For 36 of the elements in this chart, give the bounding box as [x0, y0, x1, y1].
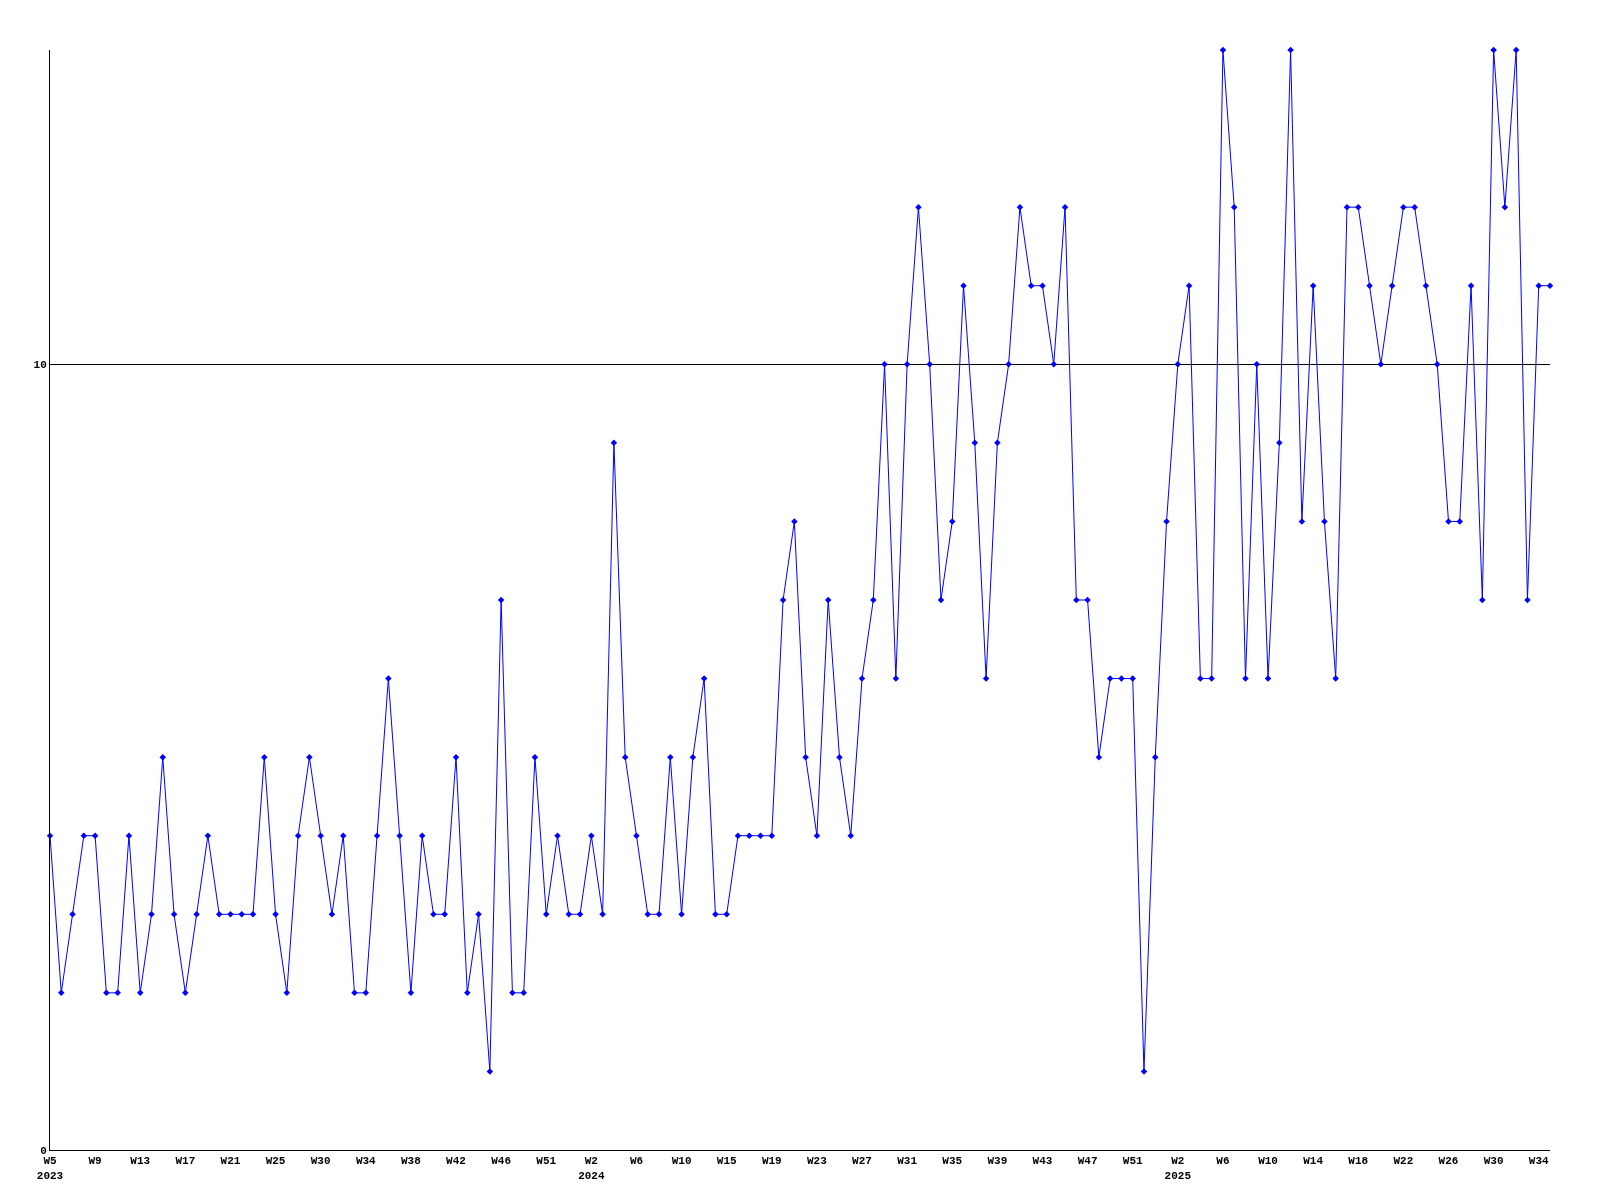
x-tick-label: W6	[1216, 1155, 1230, 1168]
x-tick-label: W39	[987, 1155, 1008, 1168]
x-tick-label: W10	[1258, 1155, 1278, 1168]
x-tick-label: W6	[629, 1155, 644, 1168]
x-tick-label: W42	[446, 1155, 466, 1168]
x-tick-label: W34	[355, 1155, 377, 1168]
x-tick-label: W51	[536, 1155, 557, 1168]
x-tick-label: W43	[1032, 1155, 1053, 1168]
x-tick-label: W47	[1077, 1155, 1098, 1168]
x-tick-label: W2 2025	[1164, 1155, 1192, 1182]
x-tick-label: W22	[1393, 1155, 1414, 1168]
x-tick-label: W31	[897, 1155, 918, 1168]
x-tick-label: W25	[265, 1155, 286, 1168]
x-tick-label: W14	[1303, 1155, 1324, 1168]
y-tick-label: 10	[33, 359, 47, 372]
x-tick-label: W5 2023	[36, 1155, 64, 1182]
x-tick-label: W34	[1528, 1155, 1550, 1168]
x-tick-label: W17	[175, 1155, 196, 1168]
x-tick-label: W2 2024	[578, 1155, 605, 1182]
x-tick-label: W46	[491, 1155, 512, 1168]
x-tick-label: W15	[716, 1155, 737, 1168]
x-tick-label: W19	[761, 1155, 782, 1168]
y-tick-label: 0	[40, 1144, 47, 1157]
x-tick-label: W38	[400, 1155, 422, 1168]
x-tick-label: W23	[807, 1155, 828, 1168]
x-tick-label: W35	[942, 1155, 963, 1168]
x-tick-label: W30	[310, 1155, 331, 1168]
x-tick-label: W10	[671, 1155, 692, 1168]
x-tick-label: W51	[1122, 1155, 1144, 1168]
x-tick-label: W21	[220, 1155, 241, 1168]
x-tick-label: W27	[852, 1155, 872, 1168]
x-tick-label: W18	[1348, 1155, 1369, 1168]
x-tick-label: W26	[1438, 1155, 1459, 1168]
x-tick-label: W30	[1483, 1155, 1504, 1168]
x-tick-label: W13	[130, 1155, 151, 1168]
x-tick-label: W9	[88, 1155, 102, 1168]
